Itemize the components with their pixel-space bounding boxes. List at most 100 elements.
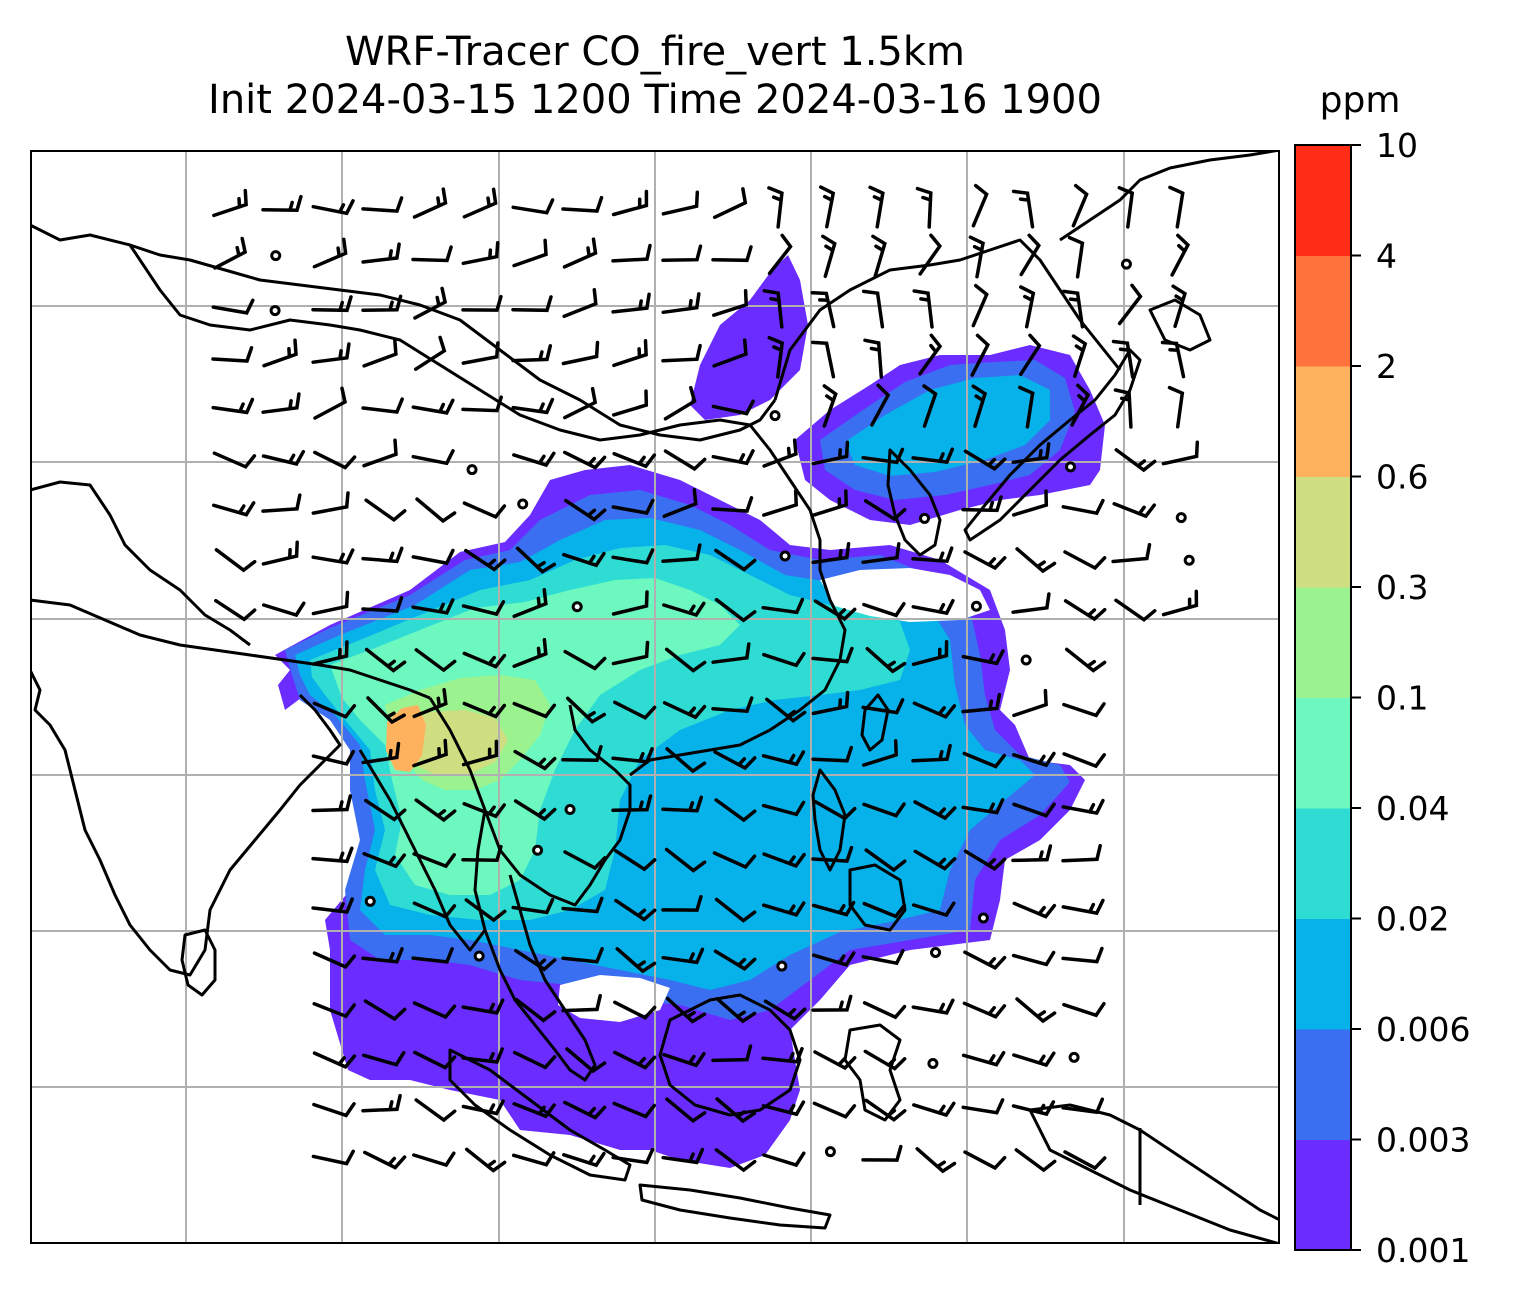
wind-barb (1011, 592, 1051, 614)
wind-barb (362, 338, 398, 368)
wind-barb (918, 333, 943, 376)
wind-barb (813, 799, 857, 821)
wind-barb (961, 495, 1003, 513)
wind-barb (663, 385, 697, 421)
wind-barb (762, 289, 784, 329)
wind-barb (911, 546, 954, 564)
wind-barb (1160, 340, 1186, 379)
calm-wind-circle (269, 305, 281, 317)
wind-barb (818, 185, 836, 229)
wind-barb (664, 647, 707, 673)
wind-barb (1161, 589, 1199, 617)
colorbar-tick-label: 0.1 (1376, 679, 1428, 718)
wind-barb (761, 1100, 806, 1117)
colorbar-segment (1295, 145, 1351, 256)
wind-barb (664, 847, 707, 873)
wind-barb (963, 1150, 1007, 1171)
wind-barb (661, 947, 705, 965)
wind-barb (811, 745, 854, 763)
wind-barb (714, 548, 757, 572)
wind-barb (871, 234, 887, 279)
wind-barb (561, 896, 604, 914)
wind-barb (562, 551, 606, 568)
wind-barb (361, 546, 404, 564)
coastline-russia-far-east (1059, 150, 1280, 242)
wind-barb (415, 497, 457, 524)
wind-barb (461, 739, 499, 767)
plume-level-3-north (845, 375, 1050, 476)
wind-barb (911, 743, 952, 763)
wind-barb (311, 295, 353, 313)
wind-barb (561, 744, 603, 762)
coastline-luzon (811, 768, 847, 872)
wind-barb (411, 449, 455, 466)
wind-barb (412, 1001, 457, 1020)
coastline-mindanao (848, 863, 907, 932)
wind-barb (1071, 183, 1089, 228)
wind-barb (1071, 334, 1088, 378)
wind-barb (1019, 233, 1041, 277)
wind-barb (513, 749, 557, 771)
wind-barb (261, 493, 302, 513)
plume-level-1-northwest (690, 255, 808, 420)
plume-gap-east (878, 960, 940, 1012)
colorbar-unit-label: ppm (1319, 80, 1401, 121)
wind-barb (411, 398, 455, 415)
wind-barb (1019, 285, 1036, 329)
wind-barb (1113, 388, 1133, 429)
wind-barb (261, 601, 306, 618)
wind-barb (1011, 1100, 1056, 1117)
wind-barb (563, 450, 607, 470)
wind-barb (213, 236, 248, 270)
calm-wind-circle (919, 512, 931, 524)
wind-barb (512, 638, 548, 668)
wind-barb (1015, 997, 1057, 1024)
wind-barb (464, 1147, 507, 1173)
colorbar-tick-label: 4 (1376, 237, 1397, 276)
border-himalaya-north (30, 480, 251, 647)
calm-wind-circle (824, 1146, 836, 1158)
wind-barb (761, 1046, 804, 1064)
wind-barb (311, 1149, 355, 1166)
wind-barb (361, 397, 404, 414)
calm-wind-circle (776, 960, 788, 972)
wind-barb (813, 599, 857, 622)
wind-barb (767, 335, 785, 379)
title-line-2: Init 2024-03-15 1200 Time 2024-03-16 190… (208, 77, 1102, 123)
wind-barb (611, 590, 649, 616)
colorbar-segment (1295, 697, 1351, 809)
colorbar-segment (1295, 587, 1351, 698)
wind-barb (565, 1047, 607, 1074)
wind-barb (1167, 385, 1185, 429)
wind-barb (961, 1050, 1006, 1067)
wind-barb (511, 897, 555, 915)
colorbar-tick-label: 0.001 (1376, 1231, 1470, 1270)
wind-barb (1061, 289, 1085, 329)
wind-barb (913, 849, 957, 871)
wind-barb (812, 1101, 857, 1119)
wind-barb (918, 233, 942, 276)
wind-barb (811, 994, 853, 1012)
wind-barb (970, 333, 990, 377)
wind-barb (714, 798, 757, 823)
wind-barb (311, 590, 350, 616)
wind-barb (462, 501, 507, 520)
wind-barb (861, 1144, 903, 1162)
wind-barb (462, 651, 507, 669)
map-title: WRF-Tracer CO_fire_vert 1.5km Init 2024-… (30, 28, 1280, 124)
wind-barb (863, 338, 884, 379)
wind-barb (961, 798, 1005, 815)
wind-barb (961, 1098, 1005, 1115)
wind-barb (712, 851, 757, 870)
wind-barb (810, 340, 836, 379)
wind-barb (411, 548, 455, 566)
wind-barb (361, 1093, 402, 1113)
wind-barb (911, 598, 955, 616)
wind-barb (963, 849, 1007, 871)
calm-wind-circle (364, 895, 376, 907)
calm-wind-circle (779, 550, 791, 562)
wind-barb (912, 701, 957, 719)
wind-barb (611, 548, 655, 565)
wind-barb (862, 601, 906, 618)
wind-barb (661, 894, 703, 912)
